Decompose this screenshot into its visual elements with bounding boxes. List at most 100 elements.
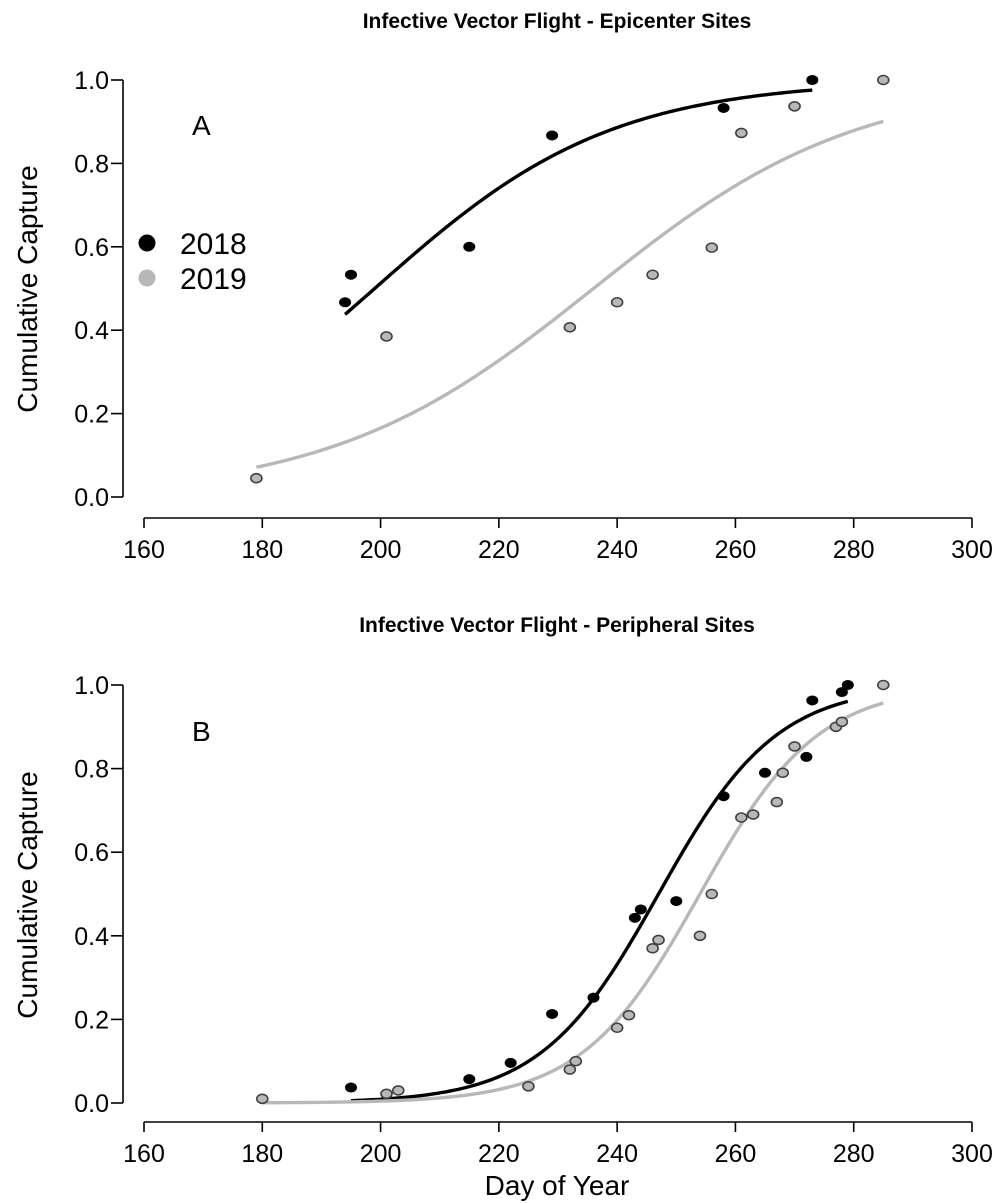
data-point-2019-b [770, 796, 784, 808]
data-point-2018-b [504, 1057, 517, 1068]
data-point-2018-a [806, 75, 819, 85]
y-tick-label-a: 0.4 [74, 317, 109, 345]
data-point-2019-a [646, 269, 659, 281]
chart-title-b: Infective Vector Flight - Peripheral Sit… [359, 614, 755, 637]
y-tick-label-b: 0.0 [74, 1090, 109, 1118]
x-tick-label-a: 300 [951, 536, 993, 564]
data-point-2018-a [717, 102, 730, 113]
data-points-b [255, 679, 890, 1105]
data-point-2019-a [380, 331, 393, 342]
legend-marker-2018 [138, 234, 156, 252]
data-point-2019-b [569, 1055, 583, 1067]
x-tick-label-b: 260 [715, 1140, 757, 1168]
data-point-2019-b [563, 1064, 577, 1075]
y-tick-label-b: 0.4 [74, 923, 109, 951]
legend-label-2019: 2019 [180, 263, 247, 296]
panel-a: Infective Vector Flight - Epicenter Site… [12, 10, 993, 564]
data-point-2019-b [646, 943, 659, 954]
y-tick-label-a: 0.8 [74, 150, 109, 178]
y-tick-label-a: 0.6 [74, 234, 109, 262]
data-point-2018-a [339, 297, 352, 308]
panel-b: Infective Vector Flight - Peripheral Sit… [12, 614, 993, 1201]
y-tick-label-b: 0.6 [74, 839, 109, 867]
data-point-2018-b [634, 904, 647, 915]
y-tick-label-a: 1.0 [74, 67, 109, 95]
chart-title-a: Infective Vector Flight - Epicenter Site… [363, 10, 752, 33]
data-point-2019-a [788, 100, 801, 112]
data-point-2018-b [670, 896, 683, 907]
y-axis-title-b: Cumulative Capture [12, 771, 43, 1018]
x-tick-label-b: 160 [123, 1140, 165, 1168]
data-point-2019-b [380, 1088, 393, 1100]
data-point-2018-b [717, 791, 730, 802]
data-point-2019-a [876, 74, 890, 86]
data-point-2019-a [705, 242, 719, 253]
data-point-2018-b [628, 912, 641, 923]
data-point-2018-b [463, 1074, 476, 1085]
data-point-2019-b [622, 1009, 636, 1021]
x-tick-label-a: 280 [833, 536, 875, 564]
y-tick-label-b: 0.8 [74, 756, 109, 784]
data-point-2018-a [546, 130, 559, 141]
data-point-2019-b [705, 888, 719, 900]
data-point-2018-a [345, 269, 357, 280]
x-tick-label-b: 200 [360, 1140, 402, 1168]
legend: 2018 2019 [138, 228, 247, 296]
x-tick-label-a: 220 [478, 536, 520, 564]
x-tick-label-b: 300 [951, 1140, 993, 1168]
panel-label-b: B [192, 716, 211, 747]
x-tick-label-b: 220 [478, 1140, 520, 1168]
data-point-2018-b [546, 1008, 559, 1019]
data-point-2019-a [250, 472, 263, 484]
data-point-2019-a [563, 321, 577, 333]
y-tick-label-a: 0.0 [74, 484, 109, 512]
data-point-2019-b [522, 1080, 535, 1092]
data-point-2019-b [735, 812, 748, 823]
y-axis-title-a: Cumulative Capture [12, 165, 43, 412]
x-tick-label-b: 240 [596, 1140, 638, 1168]
fit-lines-a [256, 88, 884, 469]
y-tick-label-b: 0.2 [74, 1006, 109, 1034]
legend-label-2018: 2018 [180, 228, 247, 261]
y-tick-label-a: 0.2 [74, 401, 109, 429]
data-point-2018-b [587, 992, 600, 1003]
data-point-2019-b [788, 741, 801, 752]
x-tick-label-a: 260 [715, 536, 757, 564]
data-point-2018-b [345, 1082, 357, 1093]
data-point-2019-b [255, 1093, 269, 1105]
data-point-2019-b [835, 716, 849, 728]
data-point-2019-b [693, 930, 707, 942]
y-tick-label-b: 1.0 [74, 672, 109, 700]
data-points-a [250, 74, 890, 484]
data-point-2019-b [876, 679, 890, 691]
x-tick-label-b: 180 [241, 1140, 283, 1168]
x-tick-label-b: 280 [833, 1140, 875, 1168]
legend-marker-2019 [138, 269, 156, 287]
data-point-2018-b [806, 695, 819, 706]
data-point-2018-b [841, 680, 854, 690]
x-axis-title: Day of Year [485, 1170, 630, 1201]
x-tick-label-a: 180 [241, 536, 283, 564]
fit-line-2018-a [343, 88, 813, 316]
data-point-2019-a [610, 296, 624, 308]
panel-label-a: A [192, 110, 211, 141]
x-tick-label-a: 200 [360, 536, 402, 564]
data-point-2018-b [759, 767, 771, 778]
fit-line-2018-b [350, 699, 849, 1103]
data-point-2018-b [800, 751, 813, 762]
data-point-2019-b [746, 809, 760, 820]
fit-line-2019-a [256, 119, 884, 469]
data-point-2019-b [610, 1022, 624, 1034]
data-point-2018-a [463, 241, 476, 252]
data-point-2019-b [776, 767, 790, 779]
data-point-2018-b [835, 687, 848, 698]
data-point-2019-b [392, 1085, 405, 1096]
axes-a: 160 180 200 220 240 260 280 300 0.0 0.2 0.4 0.6 0.8 1… [74, 67, 993, 564]
axes-b: 160 180 200 220 240 260 280 300 0.0 0.2 0.4 0.6 0.8 1… [74, 672, 993, 1168]
data-point-2019-a [735, 127, 748, 139]
x-tick-label-a: 160 [123, 536, 165, 564]
data-point-2019-b [652, 934, 665, 946]
x-tick-label-a: 240 [596, 536, 638, 564]
